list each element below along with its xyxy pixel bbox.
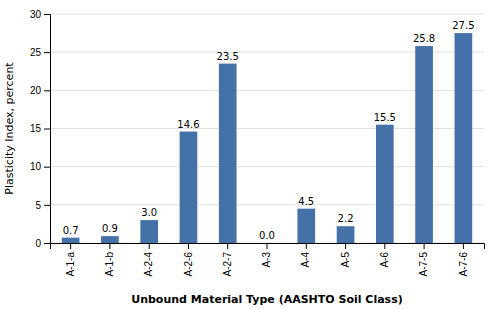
bar [62, 238, 80, 243]
bar [258, 243, 276, 244]
bar [219, 64, 237, 243]
y-tick: 30 [30, 9, 50, 20]
x-tick-mark [227, 243, 228, 249]
y-tick-mark [44, 205, 50, 206]
y-axis-line [44, 15, 51, 244]
bar [140, 220, 158, 243]
data-label: 23.5 [217, 51, 239, 62]
x-tick: A-2-7 [222, 243, 233, 276]
x-tick-mark [267, 243, 268, 249]
data-label: 15.5 [374, 112, 396, 123]
x-tick-label: A-6 [379, 252, 390, 268]
bar [337, 226, 355, 243]
y-tick: 5 [35, 200, 50, 211]
x-tick: A-1-a [65, 243, 76, 276]
x-tick-label: A-7-6 [458, 252, 469, 277]
grid [50, 14, 484, 243]
y-tick-mark [44, 167, 50, 168]
x-tick-label: A-2-6 [183, 252, 194, 277]
x-tick-label: A-7-5 [418, 252, 429, 277]
x-tick: A-2-6 [183, 243, 194, 276]
x-tick: A-7-6 [458, 243, 469, 276]
data-label: 27.5 [452, 20, 474, 31]
grid-line [50, 14, 484, 15]
data-label: 3.0 [141, 207, 157, 218]
data-label: 14.6 [177, 119, 199, 130]
y-axis: 0 5 10 15 20 25 30 [30, 9, 51, 249]
y-tick-mark [44, 90, 50, 91]
x-tick-label: A-5 [340, 252, 351, 268]
y-tick-mark [44, 129, 50, 130]
y-tick-label: 10 [30, 161, 42, 172]
y-tick-label: 15 [30, 123, 42, 134]
y-tick-label: 30 [30, 9, 42, 20]
x-tick-mark [424, 243, 425, 249]
x-axis: A-1-a A-1-b A-2-4 A-2-6 A-2-7 A-3 A-4 A-5 A-6 A-7… [51, 243, 485, 276]
x-tick-label: A-1-b [104, 252, 115, 277]
data-label: 0.7 [63, 225, 79, 236]
bar [455, 33, 473, 243]
data-label: 25.8 [413, 33, 435, 44]
y-tick: 0 [35, 238, 50, 249]
y-tick: 10 [30, 161, 50, 172]
bars [62, 33, 472, 243]
x-tick-mark [70, 243, 71, 249]
data-label: 2.2 [338, 213, 354, 224]
bar [297, 209, 315, 243]
x-tick-mark [306, 243, 307, 249]
y-tick-mark [44, 52, 50, 53]
x-tick-mark [149, 243, 150, 249]
x-tick: A-7-5 [418, 243, 429, 276]
data-label: 4.5 [298, 196, 314, 207]
x-tick-label: A-2-4 [143, 252, 154, 277]
x-tick: A-2-4 [143, 243, 154, 276]
x-tick-label: A-3 [261, 252, 272, 268]
y-tick-label: 0 [35, 238, 41, 249]
plot: 0 5 10 15 20 25 30 A-1-a A-1-b A-2-4 A-2-6 A-2-7 A-3… [30, 9, 485, 277]
data-labels: 0.7 0.9 3.0 14.6 23.5 0.0 4.5 2.2 15.5 25.8 27.5 [63, 20, 475, 241]
x-tick-label: A-2-7 [222, 252, 233, 277]
x-tick: A-4 [300, 243, 311, 268]
x-tick-mark [384, 243, 385, 249]
y-tick-label: 25 [30, 47, 42, 58]
chart: 0 5 10 15 20 25 30 A-1-a A-1-b A-2-4 A-2-6 A-2-7 A-3… [0, 0, 496, 309]
data-label: 0.0 [259, 230, 275, 241]
y-tick-label: 5 [35, 200, 41, 211]
y-axis-title: Plasticity Index, percent [3, 62, 16, 195]
x-axis-line [51, 244, 485, 250]
y-tick: 20 [30, 85, 50, 96]
x-axis-title: Unbound Material Type (AASHTO Soil Class… [131, 293, 403, 306]
y-tick-label: 20 [30, 85, 42, 96]
x-tick-label: A-4 [300, 252, 311, 268]
x-tick-mark [345, 243, 346, 249]
bar [180, 132, 198, 243]
y-tick: 25 [30, 47, 50, 58]
bar [415, 46, 433, 243]
x-tick: A-5 [340, 243, 351, 268]
x-tick: A-3 [261, 243, 272, 268]
bar [376, 125, 394, 243]
y-tick-mark [44, 243, 50, 244]
x-tick-label: A-1-a [65, 252, 76, 277]
y-tick: 15 [30, 123, 50, 134]
x-tick-mark [463, 243, 464, 249]
x-tick: A-1-b [104, 243, 115, 276]
bar [101, 236, 119, 243]
data-label: 0.9 [102, 223, 118, 234]
x-tick-mark [109, 243, 110, 249]
x-tick: A-6 [379, 243, 390, 268]
x-tick-mark [188, 243, 189, 249]
y-tick-mark [44, 14, 50, 15]
